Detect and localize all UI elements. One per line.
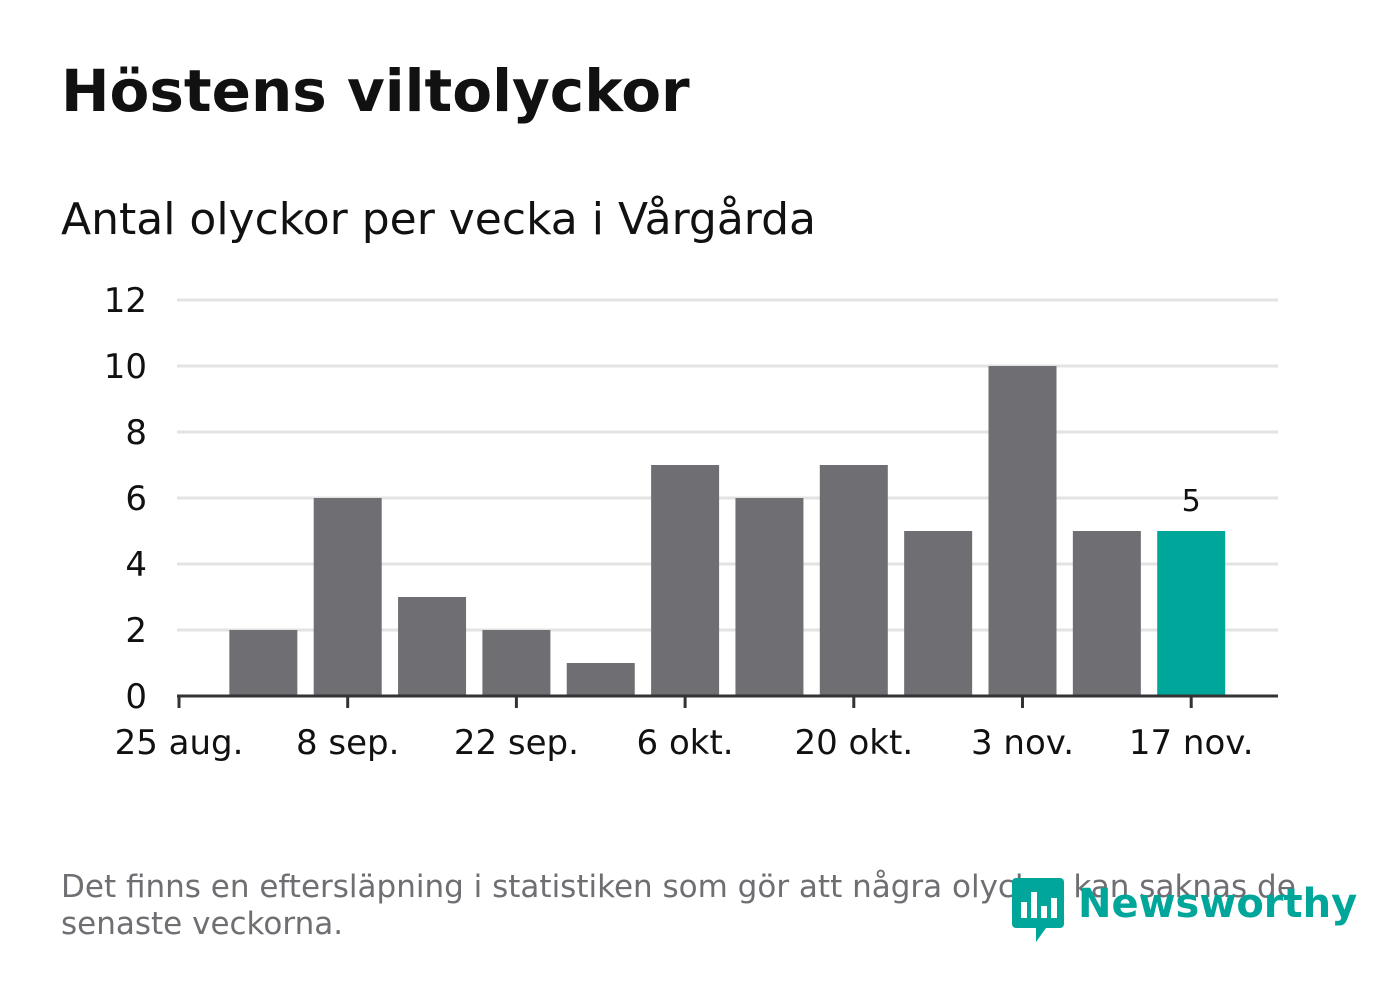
bar-10-nov — [1072, 531, 1141, 696]
x-tick-label: 25 aug. — [115, 723, 244, 763]
y-axis-tick-labels: 0 2 4 6 8 10 12 — [104, 281, 147, 717]
y-tick-label: 8 — [125, 413, 147, 453]
bar-1-sep — [229, 630, 298, 696]
bar-29-sep — [566, 663, 635, 696]
bar-13-okt — [735, 498, 804, 696]
bar-6-okt — [651, 465, 720, 696]
x-tick-label: 8 sep. — [296, 723, 399, 763]
data-label: 5 — [1182, 484, 1201, 519]
chart-title: Höstens viltolyckor — [61, 57, 690, 125]
chart-subtitle: Antal olyckor per vecka i Vårgårda — [61, 194, 817, 245]
newsworthy-logo: Newsworthy — [1012, 878, 1357, 944]
y-tick-label: 6 — [125, 479, 147, 519]
bar-20-okt — [819, 465, 888, 696]
x-tick-label: 22 sep. — [454, 723, 579, 763]
newsworthy-logo-icon — [1012, 878, 1064, 942]
logo-text: Newsworthy — [1078, 881, 1358, 927]
data-labels: 5 — [1182, 484, 1201, 519]
y-tick-label: 4 — [125, 545, 147, 585]
bar-27-okt — [904, 531, 973, 696]
footnote: Det finns en eftersläpning i statistiken… — [61, 869, 1296, 943]
bar-15-sep — [398, 597, 467, 696]
bar-22-sep — [482, 630, 551, 696]
x-tick-label: 3 nov. — [971, 723, 1074, 763]
bar-3-nov — [988, 366, 1057, 696]
bar-8-sep — [313, 498, 382, 696]
y-tick-label: 12 — [104, 281, 147, 321]
bars — [229, 366, 1226, 696]
x-axis — [177, 694, 1278, 708]
bar-17-nov — [1157, 531, 1226, 696]
x-tick-label: 20 okt. — [794, 723, 913, 763]
x-tick-label: 17 nov. — [1129, 723, 1254, 763]
x-tick-label: 6 okt. — [637, 723, 734, 763]
y-tick-label: 2 — [125, 611, 147, 651]
y-tick-label: 10 — [104, 347, 147, 387]
x-axis-tick-labels: 25 aug. 8 sep. 22 sep. 6 okt. 20 okt. 3 nov. 1… — [115, 723, 1254, 763]
y-tick-label: 0 — [125, 677, 147, 717]
